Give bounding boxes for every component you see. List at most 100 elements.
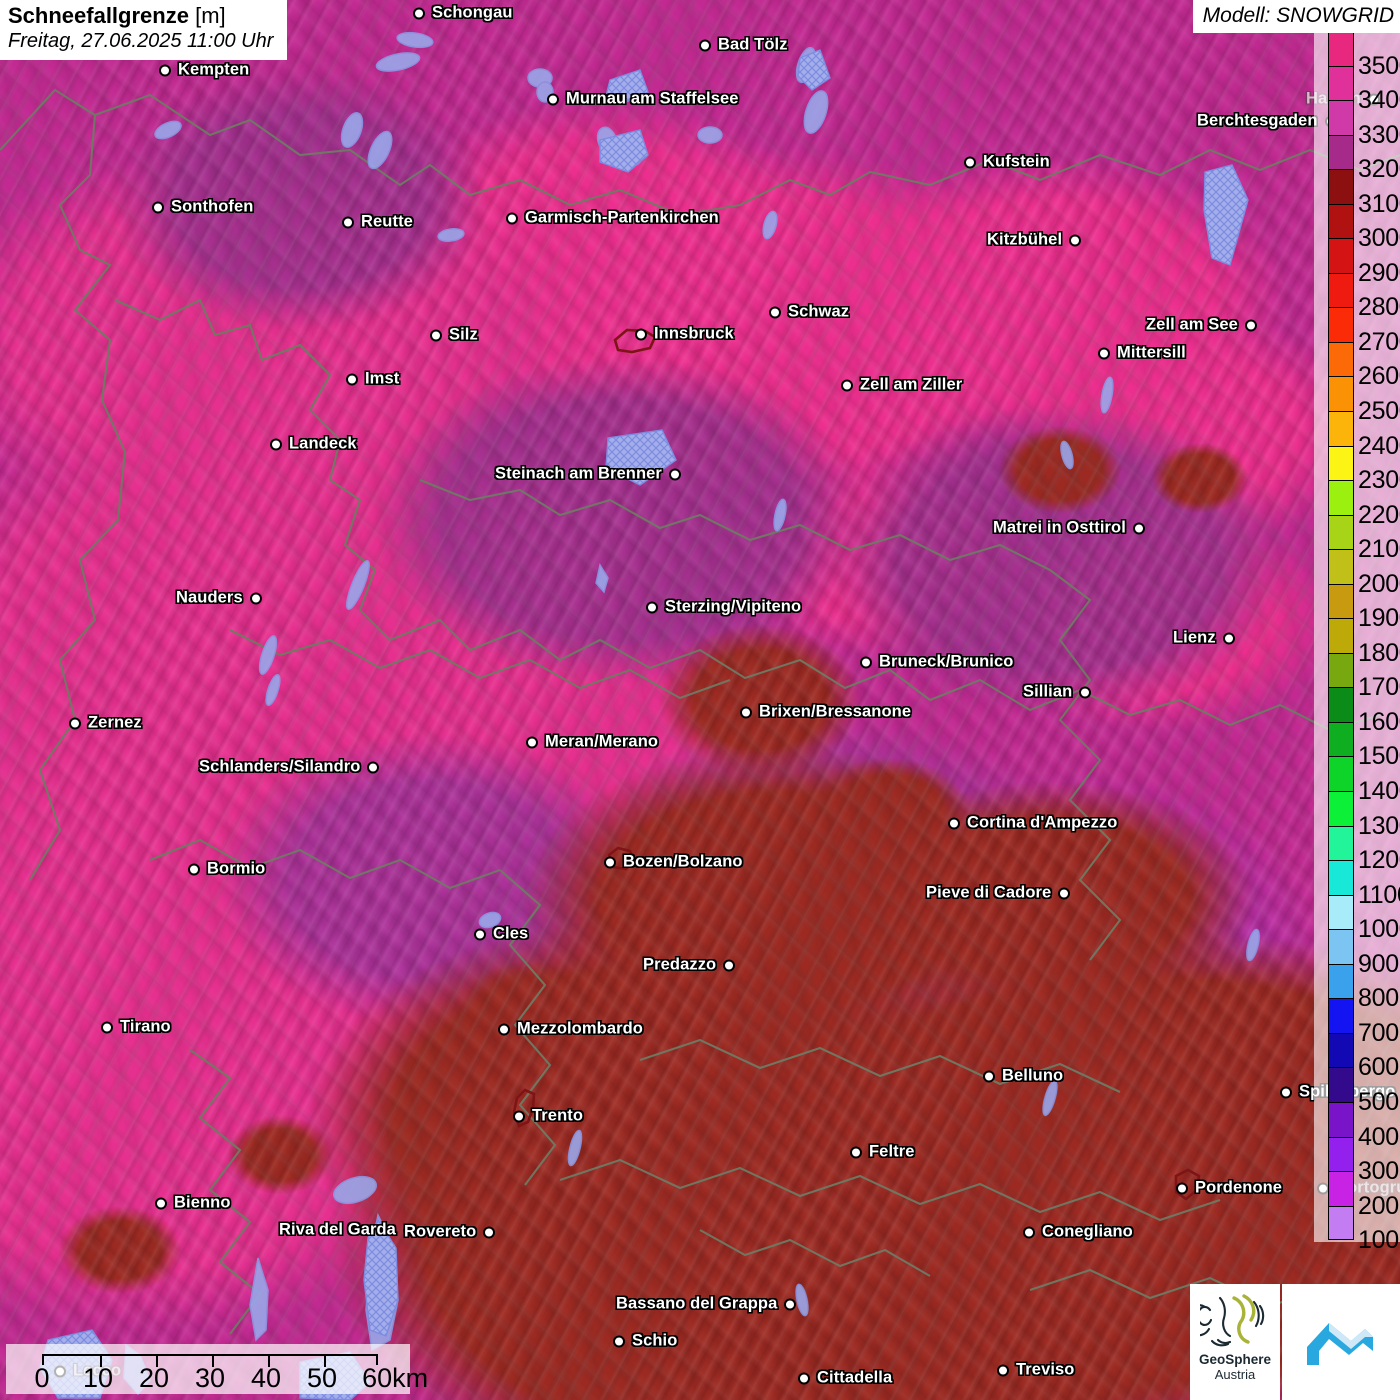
colorbar-entry[interactable]: 1300	[1314, 791, 1400, 839]
colorbar-entry[interactable]: 1600	[1314, 687, 1400, 735]
colorbar-swatch	[1328, 1205, 1354, 1241]
colorbar-entry[interactable]: 400	[1314, 1101, 1400, 1150]
colorbar-swatch	[1328, 514, 1354, 550]
colorbar-tick-label: 1400	[1358, 777, 1400, 806]
colorbar-swatch	[1328, 1101, 1354, 1137]
colorbar-tick-label: 300	[1358, 1157, 1399, 1186]
colorbar-swatch	[1328, 583, 1354, 619]
geosphere-austria-logo: GeoSphere Austria	[1190, 1284, 1280, 1400]
colorbar-entry[interactable]: 1900	[1314, 583, 1400, 631]
title-timestamp: Freitag, 27.06.2025 11:00 Uhr	[8, 30, 274, 52]
scale-bar-line	[42, 1354, 378, 1367]
colorbar-tick-label: 100	[1358, 1226, 1399, 1255]
colorbar-swatch	[1328, 687, 1354, 722]
model-label: Modell: SNOWGRID	[1192, 0, 1400, 33]
colorbar-entry[interactable]: 200	[1314, 1171, 1400, 1219]
colorbar-swatch	[1328, 894, 1354, 930]
colorbar-entry[interactable]: 3300	[1314, 100, 1400, 148]
colorbar-tick-label: 2000	[1358, 569, 1400, 598]
scale-bar-tick	[212, 1356, 214, 1367]
colorbar-tick-label: 600	[1358, 1053, 1399, 1082]
colorbar-entry[interactable]: 2400	[1314, 411, 1400, 459]
colorbar-entry[interactable]: 700	[1314, 998, 1400, 1046]
colorbar-entry[interactable]: 1500	[1314, 721, 1400, 769]
colorbar-swatch	[1328, 100, 1354, 135]
colorbar-entry[interactable]: 1400	[1314, 756, 1400, 804]
colorbar-swatch	[1328, 929, 1354, 964]
scale-bar-label: 40	[250, 1363, 282, 1393]
title-unit-text: [m]	[195, 3, 226, 28]
colorbar-tick-label: 3300	[1358, 120, 1400, 149]
colorbar-entry[interactable]: 900	[1314, 929, 1400, 977]
colorbar-entry[interactable]: 2700	[1314, 307, 1400, 355]
colorbar-entry[interactable]: 1800	[1314, 618, 1400, 666]
colorbar-entry[interactable]: 500	[1314, 1067, 1400, 1115]
colorbar-entry[interactable]: 2100	[1314, 514, 1400, 562]
colorbar-entry[interactable]: 600	[1314, 1032, 1400, 1080]
scale-bar-label: 10	[82, 1363, 114, 1393]
colorbar-entry[interactable]: 3200	[1314, 134, 1400, 182]
colorbar-tick-label: 3500	[1358, 51, 1400, 80]
colorbar-swatch	[1328, 618, 1354, 653]
geosphere-mark-icon	[1200, 1294, 1265, 1347]
geosphere-logo-line2: Austria	[1214, 1367, 1256, 1382]
colorbar-swatch	[1328, 307, 1354, 342]
colorbar-entry[interactable]: 2300	[1314, 445, 1400, 493]
colorbar-entry[interactable]: 2900	[1314, 238, 1400, 286]
colorbar-entry[interactable]: 300	[1314, 1136, 1400, 1184]
colorbar-tick-label: 1200	[1358, 846, 1400, 875]
colorbar-entry[interactable]: 3500	[1314, 31, 1400, 79]
colorbar-swatch	[1328, 963, 1354, 999]
colorbar-tick-label: 2400	[1358, 431, 1400, 460]
colorbar-entry[interactable]: 2600	[1314, 341, 1400, 389]
colorbar-entry[interactable]: 2500	[1314, 376, 1400, 424]
colorbar-entry[interactable]: 1200	[1314, 825, 1400, 873]
scale-bar-label: 20	[138, 1363, 170, 1393]
colorbar-entry[interactable]: 2800	[1314, 272, 1400, 320]
title-main-text: Schneefallgrenze	[8, 3, 189, 28]
colorbar-tick-label: 800	[1358, 984, 1399, 1013]
scale-bar-tick	[156, 1356, 158, 1367]
colorbar-entry[interactable]: 3100	[1314, 169, 1400, 217]
scale-bar-label: 50	[306, 1363, 338, 1393]
colorbar-entry[interactable]: 800	[1314, 963, 1400, 1011]
colorbar-entry[interactable]: 2200	[1314, 480, 1400, 528]
colorbar-tick-label: 2300	[1358, 466, 1400, 495]
colorbar-swatch	[1328, 1171, 1354, 1206]
colorbar-tick-label: 500	[1358, 1087, 1399, 1116]
colorbar-swatch	[1328, 1067, 1354, 1102]
mountain-arrow-icon	[1307, 1323, 1373, 1365]
colorbar-entry[interactable]: 1100	[1314, 860, 1400, 908]
colorbar-swatch	[1328, 721, 1354, 757]
colorbar-tick-label: 2800	[1358, 293, 1400, 322]
colorbar-tick-label: 1800	[1358, 638, 1400, 667]
colorbar-swatch	[1328, 756, 1354, 792]
colorbar-swatch	[1328, 65, 1354, 101]
colorbar-tick-label: 2200	[1358, 500, 1400, 529]
colorbar-entry[interactable]: 100	[1314, 1205, 1400, 1253]
water-bodies	[123, 31, 1260, 1396]
colorbar-entry[interactable]: 3000	[1314, 203, 1400, 251]
country-border-lines	[0, 88, 1400, 1335]
colorbar-tick-label: 3000	[1358, 224, 1400, 253]
colorbar-swatch	[1328, 445, 1354, 481]
snow-app-logo	[1282, 1284, 1400, 1400]
scale-bar: 0 10 20 30 40 50 60km	[6, 1344, 428, 1394]
colorbar-swatch	[1328, 860, 1354, 895]
colorbar-entry[interactable]: 1700	[1314, 652, 1400, 700]
colorbar-entry[interactable]: 3400	[1314, 65, 1400, 113]
colorbar-legend[interactable]: 35003400 3300 3200 3100 3000 2900 2800 2700 2600…	[1314, 31, 1400, 1253]
colorbar-entry[interactable]: 2000	[1314, 549, 1400, 597]
hatched-water-areas	[39, 49, 1249, 1400]
colorbar-tick-label: 400	[1358, 1122, 1399, 1151]
colorbar-swatch	[1328, 791, 1354, 826]
colorbar-tick-label: 1300	[1358, 811, 1400, 840]
colorbar-swatch	[1328, 480, 1354, 515]
